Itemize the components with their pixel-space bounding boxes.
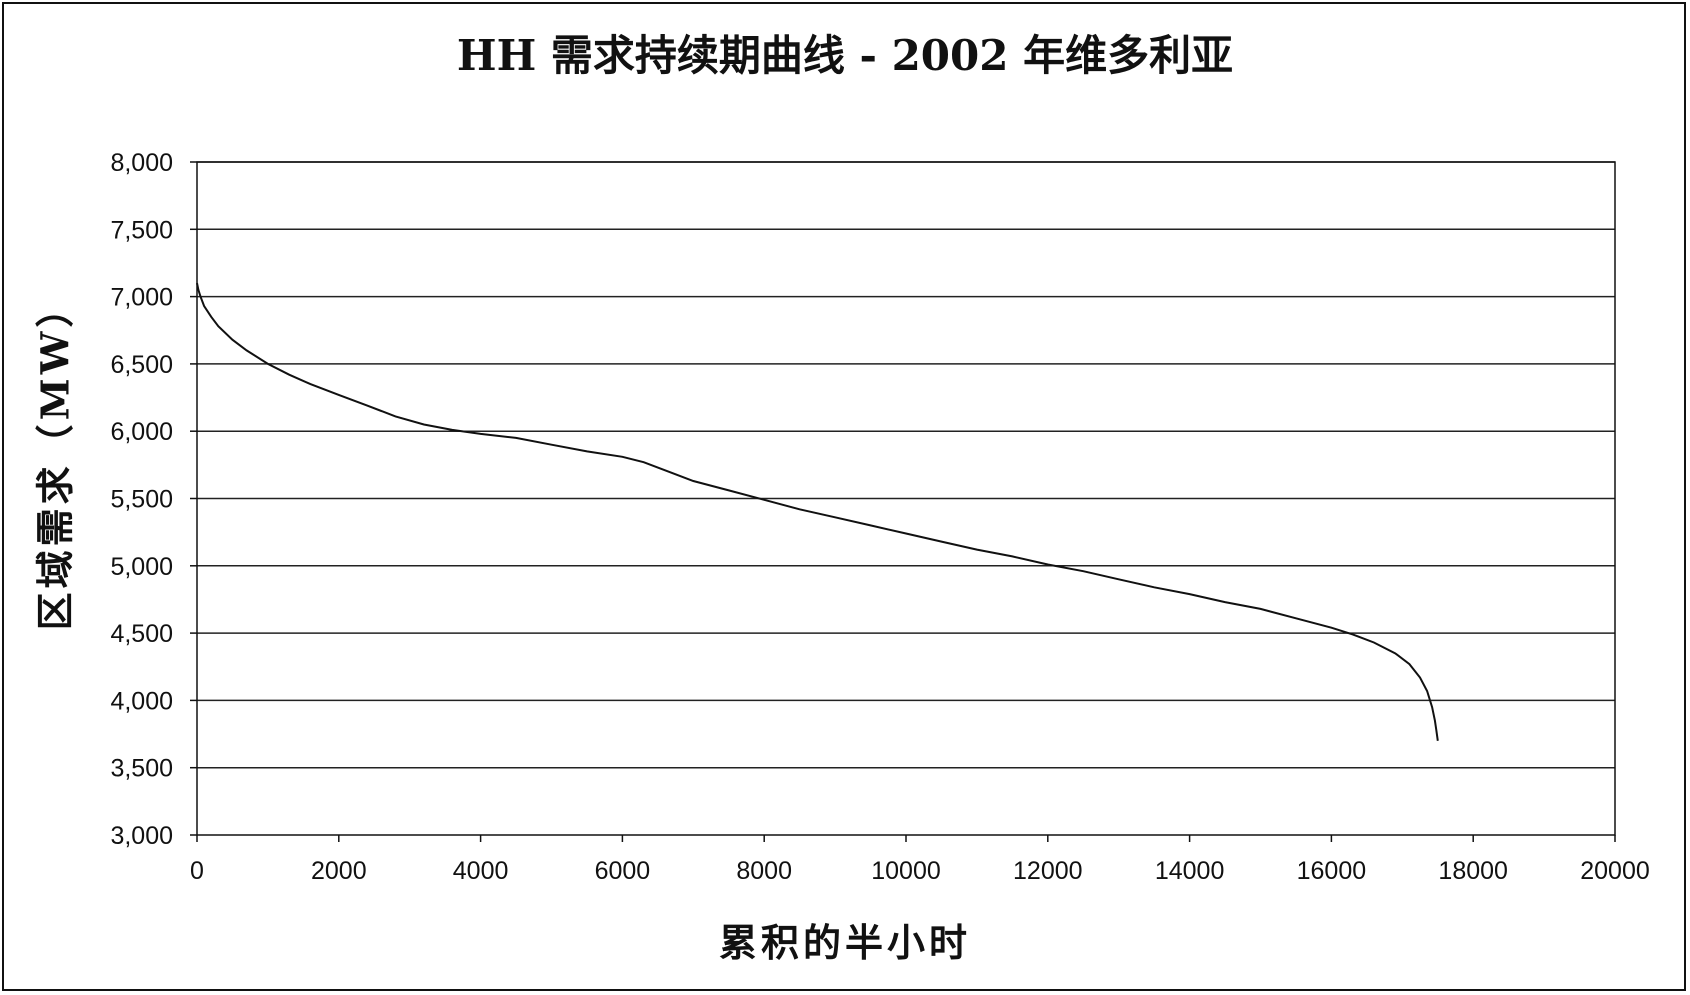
- gridlines: [197, 161, 1615, 769]
- y-tick-label: 3,500: [110, 755, 173, 783]
- x-tick-label: 10000: [871, 857, 941, 885]
- y-axis-ticks: 3,000 3,500 4,000 4,500 5,000 5,500 6,000 6,500…: [110, 149, 197, 850]
- x-tick-label: 14000: [1155, 857, 1225, 885]
- x-axis-title: 累积的半小时: [718, 920, 971, 965]
- x-tick-label: 6000: [595, 857, 651, 885]
- x-tick-label: 0: [190, 857, 204, 885]
- y-tick-label: 8,000: [110, 149, 173, 177]
- y-tick-label: 4,500: [110, 620, 173, 648]
- y-tick-label: 7,500: [110, 216, 173, 244]
- chart-title: HH 需求持续期曲线 - 2002 年维多利亚: [456, 31, 1234, 80]
- x-tick-label: 4000: [453, 857, 509, 885]
- y-axis-title: 区域需求（MW）: [32, 285, 78, 631]
- x-tick-label: 12000: [1013, 857, 1083, 885]
- demand-duration-line: [196, 282, 1439, 741]
- x-tick-label: 16000: [1297, 857, 1367, 885]
- x-axis-ticks: 0 2000 4000 6000 8000 10000 12000 14000 16000 180…: [190, 835, 1650, 885]
- y-tick-label: 6,000: [110, 418, 173, 446]
- y-tick-label: 5,000: [110, 553, 173, 581]
- x-tick-label: 8000: [736, 857, 792, 885]
- y-tick-label: 6,500: [110, 351, 173, 379]
- y-tick-label: 5,500: [110, 486, 173, 514]
- y-tick-label: 7,000: [110, 284, 173, 312]
- y-tick-label: 3,000: [110, 822, 173, 850]
- x-tick-label: 2000: [311, 857, 367, 885]
- x-tick-label: 18000: [1438, 857, 1508, 885]
- y-tick-label: 4,000: [110, 687, 173, 715]
- x-tick-label: 20000: [1580, 857, 1650, 885]
